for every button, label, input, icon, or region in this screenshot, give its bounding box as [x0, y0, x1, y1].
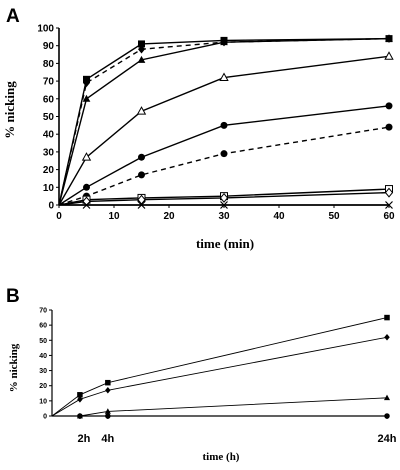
b-series-3-point: [383, 394, 391, 401]
a-series-1-line: [58, 37, 390, 206]
b-y-tick-label: 10: [39, 398, 47, 405]
b-y-tick-label: 40: [39, 353, 47, 360]
x-axis-title-b: time (h): [203, 451, 240, 463]
a-x-tick-label: 10: [108, 211, 120, 222]
b-series-4-point: [384, 413, 390, 419]
panel-label-a: A: [6, 6, 20, 27]
b-series-4-point: [77, 413, 83, 419]
a-series-9: [59, 201, 393, 209]
a-x-tick-label: 50: [328, 211, 340, 222]
a-series-3-point: [385, 34, 393, 42]
chart-panel-a: 0 10 20 30 40 50 60 70 80 90 100 0 10 20 30 40 50 60: [37, 24, 395, 223]
b-x-tick-label: 24h: [378, 433, 397, 445]
a-series-4-point: [219, 72, 229, 82]
b-series-2-point: [384, 333, 390, 341]
a-series-2-point: [83, 78, 90, 88]
chart-panel-b: 0 10 20 30 40 50 60 70 2h 4h 24h: [39, 308, 397, 446]
b-x-tick-label: 4h: [101, 433, 114, 445]
a-series-1-point: [138, 40, 145, 48]
b-series-2-point: [77, 396, 83, 403]
a-y-tick-label: 50: [43, 112, 55, 123]
a-series-9-point: [385, 201, 393, 209]
b-y-tick-label: 50: [39, 338, 47, 345]
b-series-4-point: [105, 413, 111, 419]
a-y-tick-label: 30: [43, 147, 55, 158]
a-series-9-point: [82, 201, 91, 209]
b-series-3-point: [104, 408, 111, 414]
b-series-2: [51, 333, 390, 417]
a-series-3-point: [82, 94, 91, 102]
a-y-tick-label: 100: [37, 24, 54, 35]
b-series-1-line: [51, 317, 388, 417]
a-series-5-point: [83, 183, 90, 191]
b-series-3: [52, 394, 391, 419]
a-series-9-point: [137, 201, 146, 209]
y-axis-title-a: % nicking: [2, 81, 17, 139]
b-series-1: [51, 314, 390, 417]
a-x-tick-label: 30: [218, 211, 230, 222]
a-y-tick-label: 70: [43, 77, 55, 88]
a-y-tick-label: 40: [43, 130, 55, 141]
a-series-3-point: [137, 55, 146, 63]
b-series-4: [52, 413, 390, 419]
a-series-5-point: [138, 153, 145, 161]
a-x-tick-label: 40: [273, 211, 285, 222]
b-y-tick-label: 20: [39, 383, 47, 390]
b-series-3-line: [52, 397, 388, 417]
a-series-5-point: [220, 121, 228, 129]
a-x-tick-label: 20: [163, 211, 175, 222]
a-series-3-point: [220, 38, 228, 46]
b-y-tick-label: 60: [39, 323, 47, 330]
a-series-5: [58, 102, 393, 206]
a-series-4-point: [81, 152, 92, 161]
a-series-2-point: [138, 45, 145, 54]
b-x-tick-label: 2h: [77, 433, 90, 445]
b-series-1-point: [384, 314, 390, 321]
a-series-4-point: [136, 106, 147, 115]
a-y-tick-label: 80: [43, 59, 55, 70]
b-y-tick-label: 30: [39, 368, 47, 375]
a-y-tick-label: 60: [43, 94, 55, 105]
a-series-2: [58, 34, 393, 206]
a-x-tick-label: 60: [383, 211, 395, 222]
a-y-tick-label: 10: [43, 183, 55, 194]
a-series-2-line: [58, 37, 390, 206]
b-series-1-point: [105, 379, 111, 386]
b-series-2-point: [105, 386, 111, 394]
a-series-8-point: [384, 187, 394, 198]
a-y-tick-label: 0: [48, 201, 54, 212]
a-series-6-line: [58, 126, 390, 206]
y-axis-title-b: % nicking: [8, 343, 20, 392]
b-series-1-point: [77, 392, 83, 398]
b-series-2-line: [51, 336, 388, 417]
a-series-8-point: [137, 194, 146, 205]
a-series-1: [58, 35, 393, 206]
a-series-4: [58, 51, 394, 206]
a-series-3: [58, 34, 393, 206]
b-y-tick-label: 70: [39, 308, 47, 315]
a-series-3-line: [58, 37, 390, 206]
panel-label-b: B: [6, 286, 20, 307]
b-y-tick-label: 0: [43, 414, 47, 421]
a-series-4-point: [384, 51, 394, 60]
a-series-6-point: [385, 123, 393, 131]
a-x-tick-label: 0: [56, 211, 62, 222]
x-axis-title-a: time (min): [196, 236, 254, 251]
a-series-9-point: [220, 201, 228, 209]
a-series-6-point: [138, 171, 145, 179]
a-y-tick-label: 90: [43, 41, 55, 52]
a-y-tick-label: 20: [43, 165, 55, 176]
a-series-6-point: [220, 150, 228, 158]
a-series-8-point: [219, 192, 229, 203]
a-series-5-point: [385, 102, 393, 110]
